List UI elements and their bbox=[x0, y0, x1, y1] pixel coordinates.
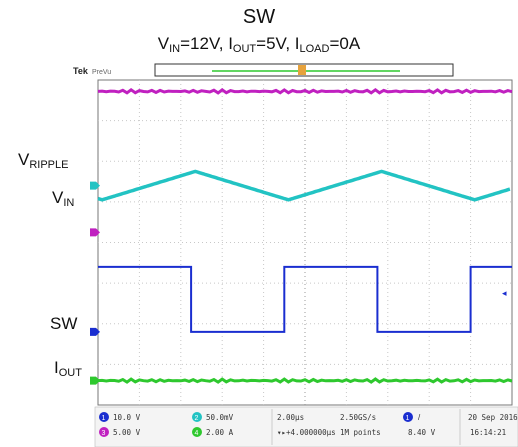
vripple-trace bbox=[97, 169, 511, 202]
ch2-scale: 50.0mV bbox=[206, 413, 234, 422]
sw-trace bbox=[98, 265, 512, 333]
channel-markers bbox=[90, 181, 100, 385]
svg-text:2: 2 bbox=[195, 415, 199, 422]
svg-text:3: 3 bbox=[102, 430, 106, 437]
grid-lines bbox=[98, 80, 512, 405]
iout-label: IOUT bbox=[54, 358, 82, 379]
ch1-scale: 10.0 V bbox=[113, 413, 141, 422]
ch1-badge[interactable] bbox=[99, 412, 109, 422]
sw-marker bbox=[90, 327, 100, 336]
iout-marker bbox=[90, 376, 100, 385]
svg-text:1: 1 bbox=[102, 415, 106, 422]
sw-label: SW bbox=[50, 314, 78, 333]
status-bar bbox=[94, 406, 518, 447]
brand-label: Tek bbox=[73, 66, 89, 76]
ch4-scale: 2.00 A bbox=[206, 428, 234, 437]
svg-text:4: 4 bbox=[195, 430, 199, 437]
ch3-badge[interactable] bbox=[99, 427, 109, 437]
sample-rate-value: 2.50GS/s bbox=[340, 413, 376, 422]
timebase-value: 2.00µs bbox=[277, 413, 304, 422]
trigger-source-badge[interactable] bbox=[403, 412, 413, 422]
chart-title: SW bbox=[242, 6, 276, 28]
date-value: 20 Sep 2016 bbox=[468, 413, 518, 422]
vin-trace bbox=[97, 87, 513, 95]
ch3-scale: 5.00 V bbox=[113, 428, 141, 437]
vripple-marker bbox=[90, 181, 100, 190]
svg-text:1: 1 bbox=[406, 415, 410, 422]
time-value: 16:14:21 bbox=[470, 428, 506, 437]
ch4-badge[interactable] bbox=[192, 427, 202, 437]
vin-marker bbox=[90, 228, 100, 237]
trigger-slope-icon: / bbox=[418, 413, 421, 422]
trigger-level-marker: ◂ bbox=[502, 288, 507, 298]
vripple-label: VRIPPLE bbox=[18, 150, 69, 171]
vin-label: VIN bbox=[52, 188, 75, 209]
trigger-level-value: 8.40 V bbox=[408, 428, 436, 437]
record-length-value: 1M points bbox=[340, 428, 381, 437]
mode-label: PreVu bbox=[92, 69, 111, 76]
iout-trace bbox=[97, 377, 513, 384]
ch2-badge[interactable] bbox=[192, 412, 202, 422]
trigger-position-marker bbox=[298, 65, 306, 75]
delay-value: ▾▸+4.000000µs bbox=[277, 428, 336, 437]
chart-subtitle: VIN=12V, IOUT=5V, ILOAD=0A bbox=[157, 34, 361, 55]
